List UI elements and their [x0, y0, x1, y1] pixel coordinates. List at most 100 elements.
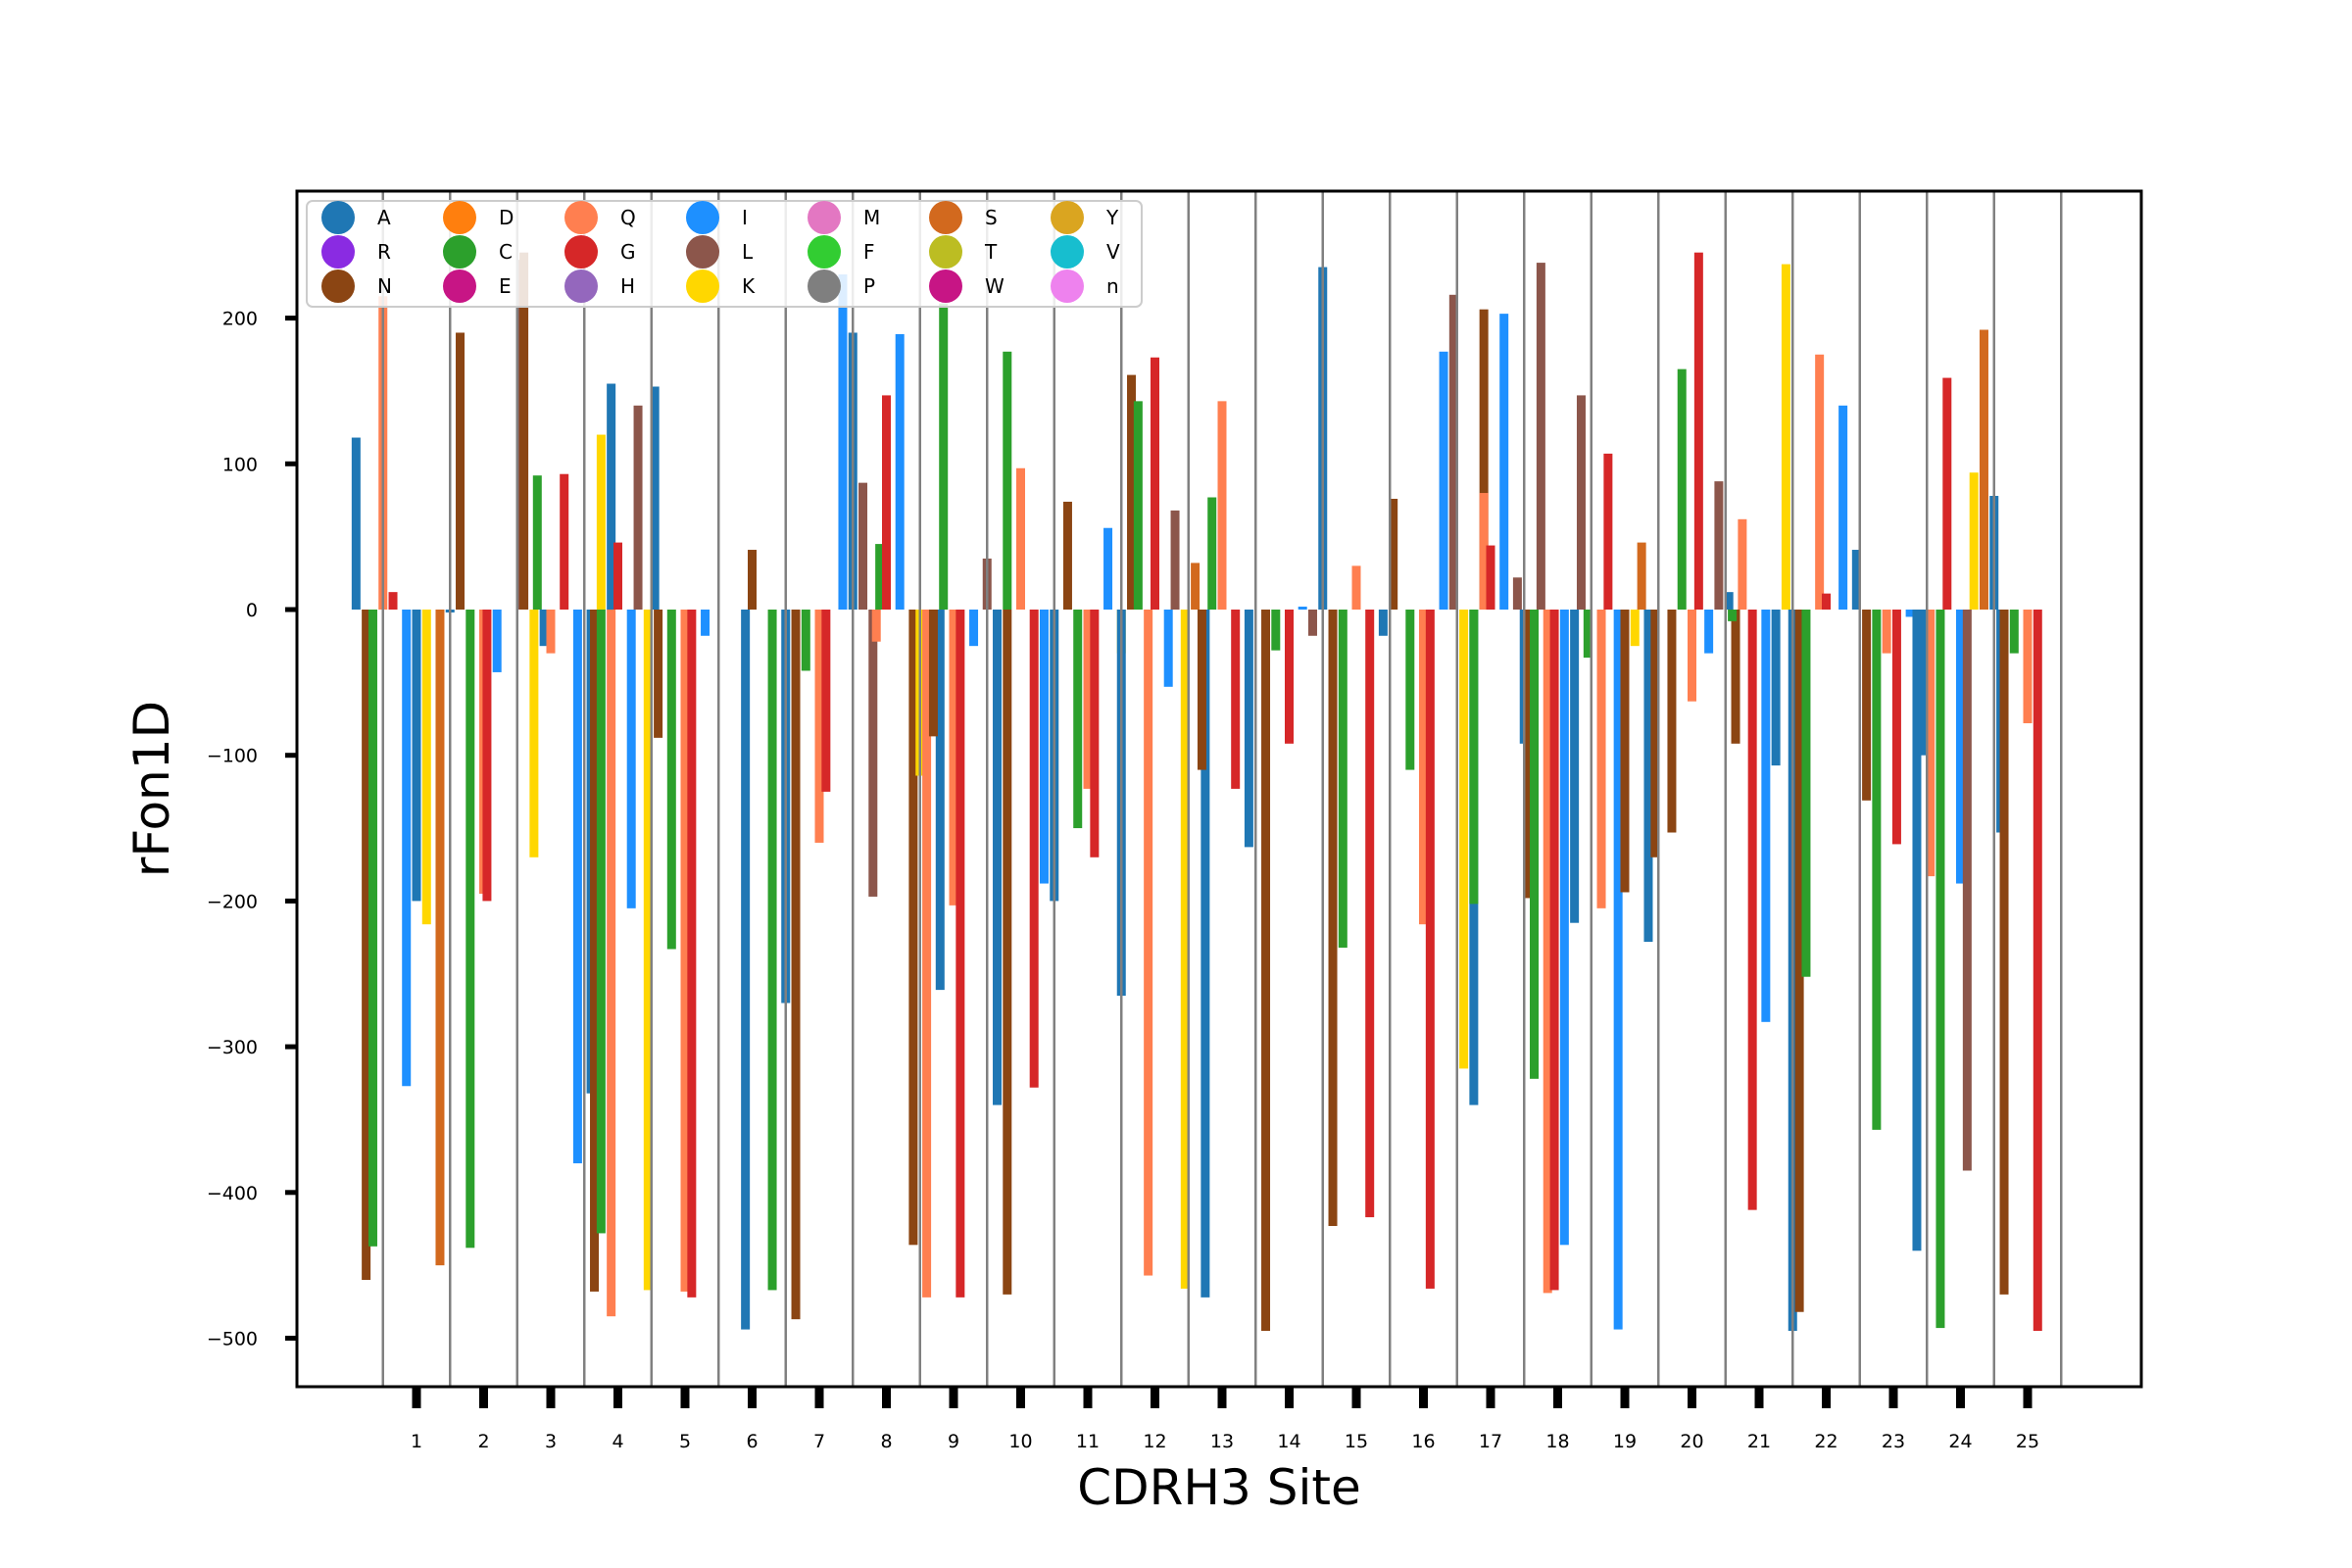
legend-label: G	[620, 240, 636, 264]
bar-k	[529, 610, 539, 858]
x-tick-label: 1	[411, 1431, 422, 1452]
bar-k	[421, 610, 431, 925]
bar-i	[1838, 405, 1848, 610]
bar-n	[1003, 610, 1012, 1295]
legend-label: A	[377, 206, 391, 229]
legend-label: W	[985, 274, 1004, 298]
bar-k	[1630, 610, 1640, 647]
bar-a	[993, 610, 1003, 1105]
bar-n	[791, 610, 801, 1320]
legend-label: Y	[1105, 206, 1119, 229]
plot-frame	[295, 189, 2143, 1389]
bar-c	[368, 610, 377, 1247]
x-tick-label: 16	[1411, 1431, 1435, 1452]
bar-l	[1448, 294, 1458, 610]
bar-c	[1003, 351, 1012, 610]
bar-q	[2023, 610, 2033, 723]
bar-g	[482, 610, 492, 902]
bar-i	[1559, 610, 1569, 1246]
bar-l	[1512, 577, 1522, 610]
bar-q	[1738, 518, 1747, 610]
bar-c	[1677, 368, 1687, 610]
bar-c	[466, 610, 475, 1249]
legend-label: E	[499, 274, 512, 298]
bar-c	[1872, 610, 1882, 1130]
bar-g	[1942, 377, 1952, 610]
bar-n	[1261, 610, 1271, 1332]
bar-q	[680, 610, 690, 1292]
bar-a	[1244, 610, 1253, 848]
bar-q	[871, 610, 881, 642]
bar-i	[1163, 610, 1173, 687]
legend-label: V	[1106, 240, 1120, 264]
bar-q	[1596, 610, 1606, 908]
legend-label: K	[742, 274, 756, 298]
x-tick-label: 21	[1747, 1431, 1771, 1452]
x-tick-label: 5	[679, 1431, 691, 1452]
x-tick-label: 17	[1479, 1431, 1502, 1452]
bar-l	[1714, 481, 1724, 610]
legend-label: F	[863, 240, 875, 264]
x-tick-label: 9	[948, 1431, 959, 1452]
bar-g	[1486, 545, 1495, 610]
bar-g	[1425, 610, 1435, 1289]
site-separators	[381, 191, 2063, 1387]
bar-a	[741, 610, 751, 1330]
bar-l	[858, 482, 868, 610]
bar-n	[1794, 610, 1804, 1312]
bar-i	[1103, 527, 1113, 610]
bar-g	[1747, 610, 1757, 1210]
legend-marker-v	[1051, 235, 1084, 269]
bar-i	[1439, 351, 1448, 610]
x-tick-label: 15	[1345, 1431, 1368, 1452]
legend-label: M	[863, 206, 880, 229]
bar-n	[1328, 610, 1338, 1227]
legend-label: D	[499, 206, 514, 229]
bar-c	[939, 303, 949, 610]
x-tick-label: 10	[1008, 1431, 1032, 1452]
x-tick-label: 14	[1277, 1431, 1300, 1452]
bar-i	[838, 273, 848, 610]
bar-q	[1815, 354, 1825, 610]
bar-l	[1962, 610, 1972, 1171]
bar-g	[613, 542, 622, 610]
legend-label: T	[984, 240, 998, 264]
legend-label: P	[863, 274, 875, 298]
bar-c	[875, 544, 885, 610]
bar-c	[801, 610, 810, 671]
bar-n	[654, 610, 663, 738]
bar-a	[1851, 550, 1861, 610]
bar-c	[1728, 610, 1738, 621]
bar-c	[1073, 610, 1083, 829]
bar-l	[1576, 395, 1586, 610]
bar-l	[1170, 510, 1180, 610]
y-axis-label: rFon1D	[123, 701, 180, 877]
bar-c	[767, 610, 777, 1291]
bar-k	[1459, 610, 1469, 1069]
bar-s	[1979, 329, 1988, 610]
bars-layer	[351, 252, 2042, 1332]
bar-l	[633, 405, 643, 610]
legend-marker-r	[321, 235, 355, 269]
bar-g	[1549, 610, 1559, 1291]
bar-k	[1180, 610, 1190, 1289]
bar-i	[1905, 610, 1915, 617]
x-tick-label: 2	[477, 1431, 489, 1452]
bar-n	[1062, 501, 1072, 610]
legend-label: L	[742, 240, 754, 264]
bar-q	[922, 610, 932, 1298]
bar-i	[1039, 610, 1049, 884]
legend-label: n	[1106, 274, 1119, 298]
bar-n	[1650, 610, 1660, 858]
bar-q	[1543, 610, 1552, 1294]
bar-n	[1667, 610, 1677, 833]
legend-marker-a	[321, 201, 355, 234]
bar-q	[814, 610, 824, 843]
legend-label: R	[377, 240, 391, 264]
bar-c	[532, 475, 542, 610]
legend-marker-e	[443, 270, 476, 303]
bar-i	[1613, 610, 1623, 1330]
bar-q	[1217, 401, 1227, 610]
x-tick-label: 19	[1613, 1431, 1637, 1452]
